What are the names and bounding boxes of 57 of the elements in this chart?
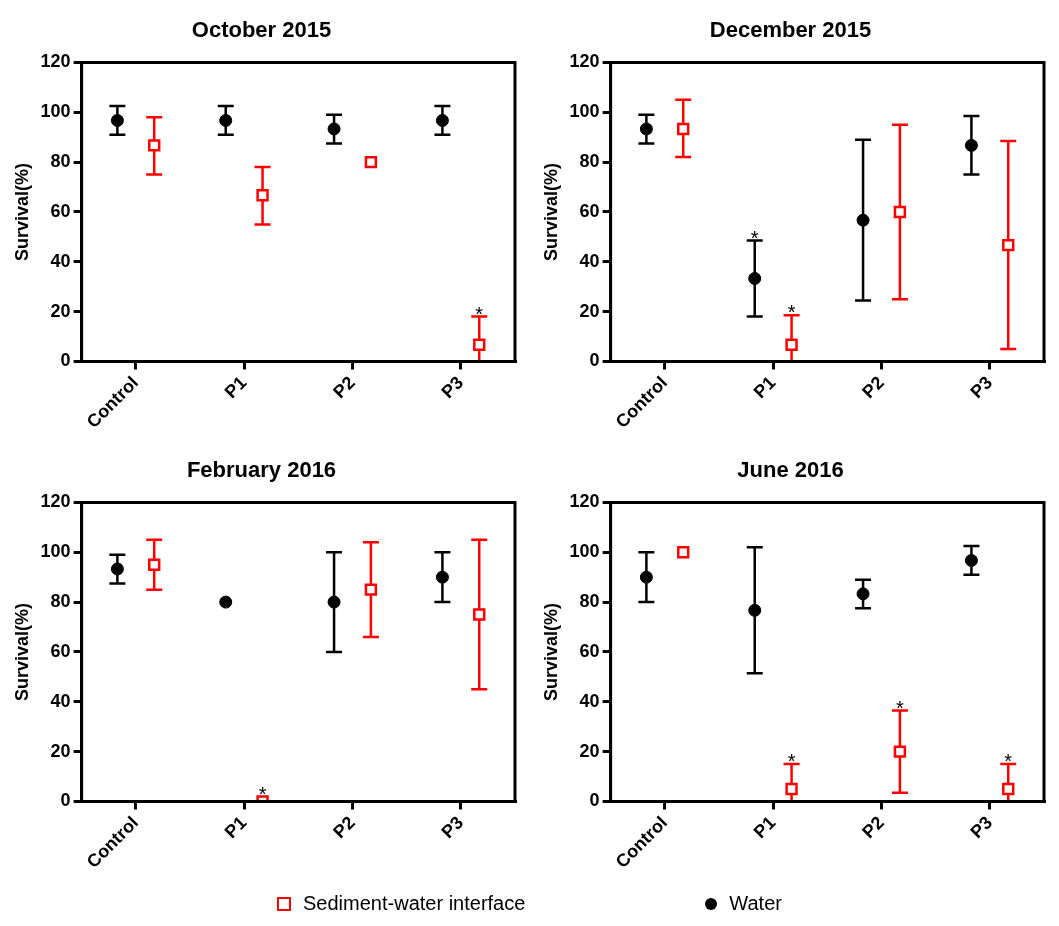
data-label: *: [787, 750, 796, 773]
y-axis-title: Survival(%): [11, 602, 32, 701]
chart-title: June 2016: [737, 457, 844, 483]
y-tick-label: 60: [50, 200, 71, 221]
y-tick-label: 100: [569, 101, 600, 122]
data-label: *: [1004, 750, 1013, 773]
y-tick-label: 20: [50, 300, 71, 321]
y-tick-label: 40: [50, 690, 71, 711]
x-tick-label: P3: [437, 372, 468, 403]
y-tick-label: 80: [579, 151, 600, 172]
x-tick-label: P2: [858, 812, 888, 843]
y-tick-label: 0: [60, 790, 71, 811]
y-tick-label: 60: [50, 640, 71, 661]
data-label: *: [787, 301, 796, 324]
legend-label: Water: [729, 892, 782, 915]
y-tick-label: 60: [579, 640, 600, 661]
x-tick-label: P1: [220, 812, 251, 843]
chart-title: October 2015: [191, 17, 332, 43]
y-tick-label: 100: [40, 101, 71, 122]
chart-title: February 2016: [186, 457, 337, 483]
chart-title: December 2015: [709, 17, 872, 43]
y-tick-label: 20: [50, 740, 71, 761]
y-tick-label: 120: [40, 491, 71, 512]
data-label: *: [750, 226, 759, 249]
data-label: *: [896, 696, 905, 719]
y-tick-label: 100: [40, 541, 71, 562]
y-tick-label: 0: [60, 350, 71, 371]
data-label: *: [475, 302, 484, 325]
y-tick-label: 0: [589, 350, 600, 371]
x-tick-label: P3: [437, 812, 468, 843]
y-tick-label: 120: [569, 491, 600, 512]
y-tick-label: 40: [50, 250, 71, 271]
legend-label: Sediment-water interface: [303, 892, 526, 915]
x-tick-label: P1: [749, 812, 780, 843]
y-tick-label: 80: [579, 591, 600, 612]
y-tick-label: 40: [579, 250, 600, 271]
y-axis-title: Survival(%): [540, 162, 561, 261]
y-tick-label: 80: [50, 151, 71, 172]
y-tick-label: 60: [579, 200, 600, 221]
x-tick-label: P3: [966, 812, 997, 843]
y-tick-label: 20: [579, 740, 600, 761]
y-tick-label: 120: [569, 51, 600, 72]
y-axis-title: Survival(%): [540, 602, 561, 701]
x-tick-label: P1: [749, 372, 780, 403]
y-tick-label: 20: [579, 300, 600, 321]
x-tick-label: P2: [329, 812, 359, 843]
y-tick-label: 40: [579, 690, 600, 711]
y-tick-label: 100: [569, 541, 600, 562]
y-tick-label: 120: [40, 51, 71, 72]
x-tick-label: P2: [858, 372, 888, 403]
y-tick-label: 0: [589, 790, 600, 811]
x-tick-label: P2: [329, 372, 359, 403]
x-tick-label: P3: [966, 372, 997, 403]
data-label: *: [258, 783, 267, 806]
x-tick-label: P1: [220, 372, 251, 403]
y-axis-title: Survival(%): [11, 162, 32, 261]
y-tick-label: 80: [50, 591, 71, 612]
